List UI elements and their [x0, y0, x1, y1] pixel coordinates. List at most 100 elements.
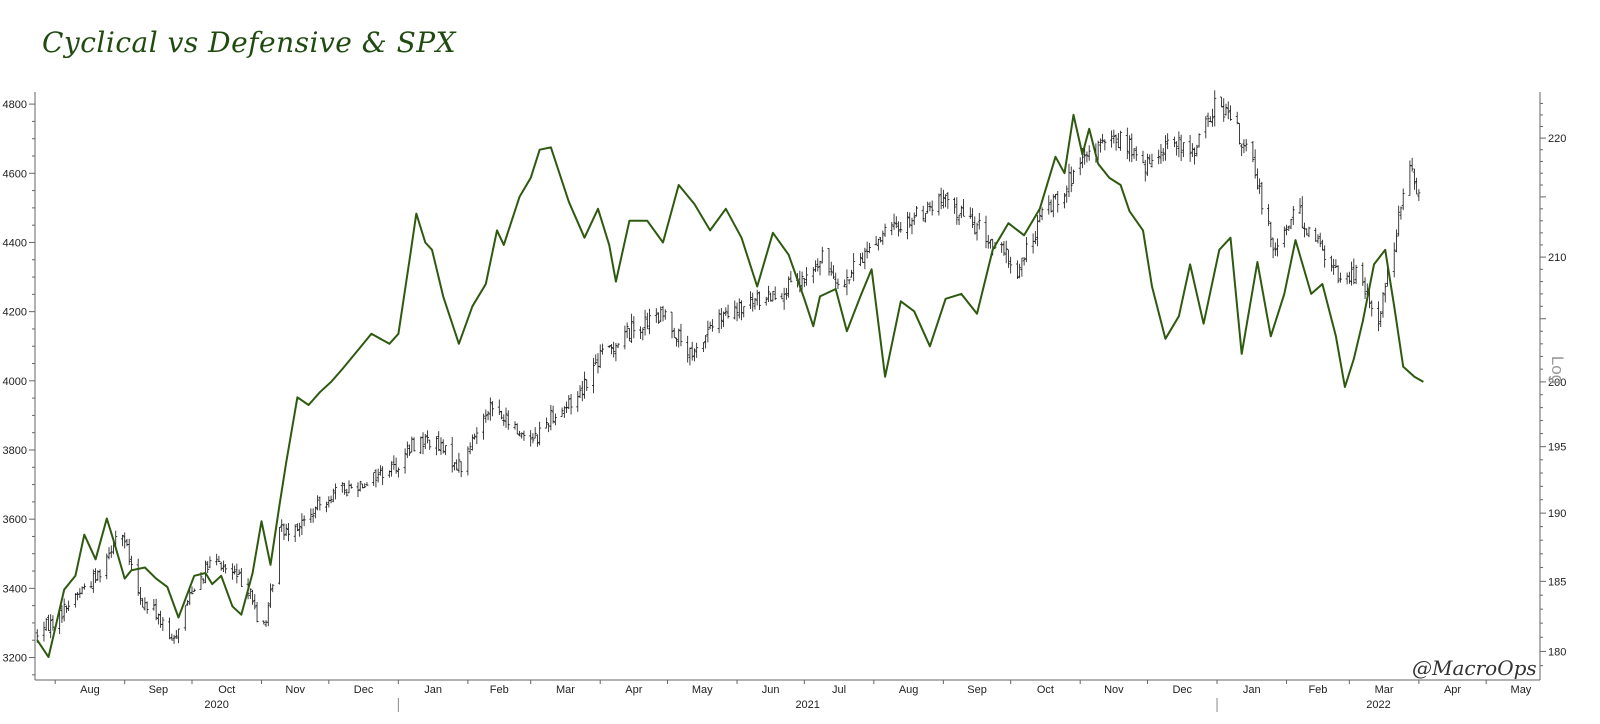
spx-bar: [847, 279, 851, 285]
spx-bar: [1145, 153, 1149, 176]
x-axis-month-label: Sep: [149, 684, 169, 696]
right-axis-tick-label: 185: [1548, 576, 1566, 588]
spx-bar: [78, 588, 82, 599]
left-axis-tick-label: 3400: [3, 583, 27, 595]
spx-bar: [623, 325, 627, 350]
spx-bar: [80, 586, 84, 595]
spx-bar: [1150, 153, 1154, 168]
spx-bar: [497, 399, 501, 416]
spx-bar: [858, 253, 862, 267]
spx-bar: [890, 221, 894, 236]
spx-bar: [331, 488, 335, 503]
spx-bar: [251, 589, 255, 605]
right-axis-tick-label: 190: [1548, 508, 1566, 520]
spx-bar: [396, 467, 400, 478]
spx-bar: [233, 565, 237, 575]
spx-bar: [172, 634, 176, 644]
spx-bar: [1049, 199, 1053, 213]
spx-bar: [908, 212, 912, 228]
spx-bar: [1224, 103, 1228, 116]
spx-bar: [282, 523, 286, 541]
spx-bar: [769, 292, 773, 302]
spx-bar: [1401, 188, 1405, 211]
spx-bar: [345, 488, 349, 497]
spx-bar: [168, 617, 172, 640]
spx-bar: [1159, 144, 1163, 164]
spx-bar: [1410, 157, 1414, 172]
spx-series: [35, 90, 1421, 644]
left-axis: 3200 3400 3600 3800 4000 4200 4400 4600 4800: [3, 99, 35, 676]
spx-bar: [208, 556, 212, 569]
spx-bar: [1408, 160, 1412, 196]
x-axis-month-label: Mar: [556, 684, 575, 696]
spx-bar: [717, 309, 721, 334]
spx-bar: [1300, 196, 1304, 229]
x-axis-month-label: Feb: [1308, 684, 1327, 696]
spx-bar: [912, 212, 916, 225]
spx-bar: [923, 212, 927, 223]
spx-bar: [107, 547, 111, 560]
spx-bar: [816, 258, 820, 272]
spx-bar: [488, 397, 492, 421]
spx-bar: [98, 569, 102, 583]
spx-bar: [154, 598, 158, 621]
spx-bar: [347, 480, 351, 494]
spx-bar: [1235, 111, 1239, 125]
spx-bar: [1350, 261, 1354, 286]
spx-bar: [944, 194, 948, 208]
spx-bar: [827, 248, 831, 276]
spx-bar: [726, 304, 730, 319]
spx-bar: [271, 584, 275, 593]
spx-bar: [363, 483, 367, 488]
spx-bar: [836, 278, 840, 290]
spx-bar: [161, 616, 165, 631]
spx-bar: [645, 312, 649, 330]
spx-bar: [1015, 260, 1019, 279]
spx-bar: [1022, 257, 1026, 266]
spx-bar: [266, 602, 270, 627]
spx-bar: [264, 620, 268, 627]
spx-bar: [300, 513, 304, 536]
spx-bar: [1381, 292, 1385, 318]
x-axis-month-label: Dec: [1172, 684, 1192, 696]
spx-bar: [567, 395, 571, 410]
spx-bar: [1132, 148, 1136, 159]
left-axis-tick-label: 4200: [3, 307, 27, 319]
spx-bar: [910, 217, 914, 235]
spx-bar: [977, 212, 981, 230]
spx-bar: [600, 343, 604, 355]
spx-bar: [426, 430, 430, 444]
spx-bar: [941, 189, 945, 209]
spx-bar: [188, 589, 192, 606]
x-axis-month-label: Aug: [899, 684, 919, 696]
spx-bar: [1377, 301, 1381, 332]
spx-bar: [1338, 272, 1342, 283]
spx-bar: [733, 300, 737, 320]
spx-bar: [538, 421, 542, 446]
spx-bar: [76, 592, 80, 601]
x-axis: Aug Sep Oct Nov Dec Jan Feb Mar Apr May Jun Jul Aug S…: [54, 680, 1532, 712]
spx-bar: [984, 215, 988, 249]
spx-bar: [1334, 259, 1338, 269]
spx-bar: [277, 526, 281, 585]
spx-bar: [201, 578, 205, 584]
spx-bar: [962, 199, 966, 217]
spx-bar: [327, 496, 331, 508]
spx-bar: [1000, 242, 1004, 253]
spx-bar: [547, 422, 551, 433]
spx-bar: [805, 267, 809, 286]
x-axis-month-label: Nov: [285, 684, 305, 696]
spx-bar: [883, 223, 887, 237]
spx-bar: [594, 354, 598, 365]
spx-bar: [632, 316, 636, 339]
spx-bar: [959, 205, 963, 219]
spx-bar: [237, 569, 241, 575]
spx-bar: [1078, 157, 1082, 176]
plot-frame: [34, 92, 1541, 681]
spx-bar: [262, 620, 266, 625]
x-axis-month-label: Jul: [832, 684, 846, 696]
spx-bar: [340, 482, 344, 493]
spx-bar: [1047, 195, 1051, 215]
spx-bar: [486, 411, 490, 421]
spx-bar: [957, 214, 961, 225]
